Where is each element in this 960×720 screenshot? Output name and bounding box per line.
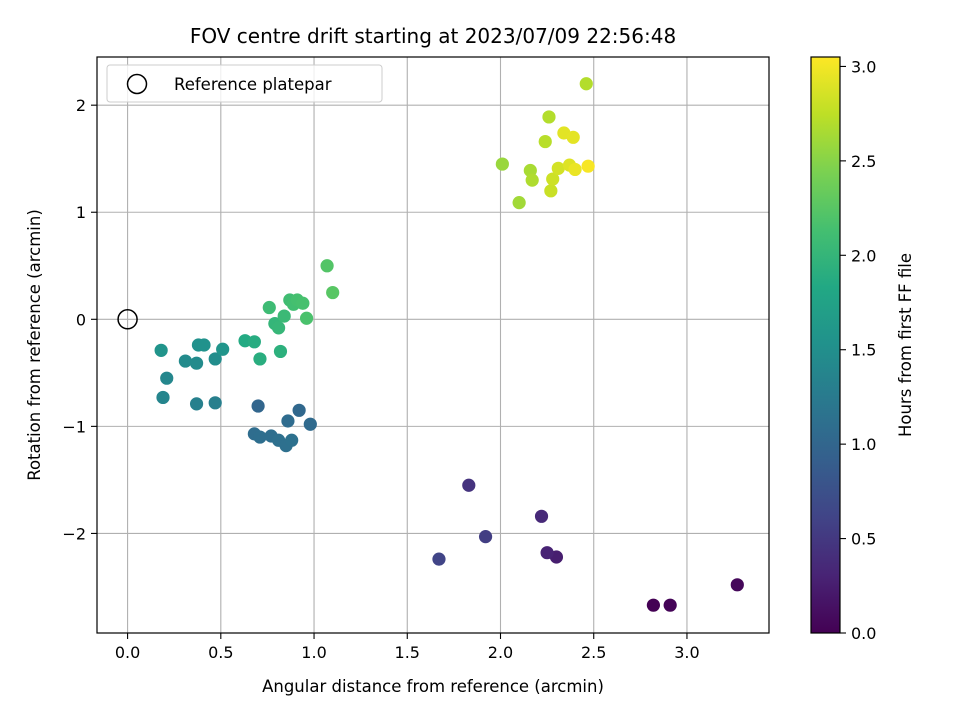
y-tick-label-2: 0 bbox=[76, 310, 86, 329]
colorbar-label: Hours from first FF file bbox=[896, 253, 915, 437]
data-point-25 bbox=[208, 352, 222, 366]
data-point-2 bbox=[730, 578, 744, 592]
data-point-58 bbox=[579, 77, 593, 91]
data-point-56 bbox=[566, 130, 580, 144]
data-point-52 bbox=[546, 172, 560, 186]
data-point-4 bbox=[540, 546, 554, 560]
data-point-59 bbox=[581, 159, 595, 173]
data-point-46 bbox=[512, 196, 526, 210]
data-point-35 bbox=[272, 321, 286, 335]
data-point-20 bbox=[189, 397, 204, 411]
colorbar-axis: 0.0 0.5 1.0 1.5 2.0 2.5 3.0 bbox=[840, 57, 876, 643]
data-point-57 bbox=[568, 162, 582, 177]
data-points bbox=[117, 77, 744, 612]
data-point-31 bbox=[247, 335, 261, 349]
y-tick-label-0: −2 bbox=[62, 524, 86, 543]
chart-title: FOV centre drift starting at 2023/07/09 … bbox=[190, 24, 676, 48]
data-point-24 bbox=[189, 356, 204, 370]
x-tick-label-5: 2.5 bbox=[581, 643, 606, 662]
data-point-12 bbox=[281, 414, 295, 428]
data-point-45 bbox=[495, 157, 509, 171]
data-point-36 bbox=[277, 309, 291, 323]
colorbar bbox=[811, 57, 840, 633]
data-point-53 bbox=[551, 161, 565, 175]
data-point-44 bbox=[326, 285, 340, 300]
data-point-28 bbox=[154, 343, 168, 357]
data-point-9 bbox=[251, 399, 265, 413]
data-point-11 bbox=[303, 417, 317, 431]
legend-box bbox=[106, 64, 383, 103]
data-point-50 bbox=[542, 110, 556, 124]
data-point-14 bbox=[253, 430, 267, 444]
data-point-32 bbox=[253, 352, 267, 366]
data-point-6 bbox=[462, 478, 476, 492]
y-tick-label-4: 2 bbox=[76, 96, 86, 115]
colorbar-tick-label-5: 2.5 bbox=[851, 152, 876, 171]
data-point-27 bbox=[197, 338, 211, 352]
data-point-23 bbox=[178, 354, 192, 368]
data-point-41 bbox=[296, 296, 310, 310]
data-point-18 bbox=[285, 433, 299, 447]
legend: Reference platepar bbox=[106, 64, 383, 103]
x-tick-label-0: 0.0 bbox=[115, 643, 140, 662]
x-tick-label-6: 3.0 bbox=[674, 643, 699, 662]
x-tick-label-2: 1.0 bbox=[301, 643, 326, 662]
data-point-5 bbox=[534, 509, 549, 523]
data-point-0 bbox=[646, 598, 660, 612]
colorbar-tick-label-0: 0.0 bbox=[851, 624, 876, 643]
legend-entry-reference: Reference platepar bbox=[174, 75, 332, 94]
data-point-22 bbox=[160, 371, 174, 385]
y-axis: −2 −1 0 1 2 bbox=[62, 96, 97, 543]
y-tick-label-3: 1 bbox=[76, 203, 86, 222]
data-point-1 bbox=[663, 598, 677, 612]
colorbar-frame bbox=[810, 56, 841, 634]
x-tick-label-1: 0.5 bbox=[208, 643, 233, 662]
data-point-49 bbox=[538, 134, 552, 149]
data-point-29 bbox=[216, 342, 230, 356]
colorbar-tick-label-3: 1.5 bbox=[851, 341, 876, 360]
data-point-21 bbox=[156, 390, 170, 405]
colorbar-tick-label-6: 3.0 bbox=[851, 57, 876, 76]
colorbar-tick-label-2: 1.0 bbox=[851, 435, 876, 454]
data-point-37 bbox=[262, 300, 276, 315]
data-point-33 bbox=[273, 344, 288, 359]
x-tick-label-4: 2.0 bbox=[488, 643, 513, 662]
data-point-48 bbox=[525, 173, 539, 187]
x-tick-label-3: 1.5 bbox=[395, 643, 420, 662]
colorbar-tick-label-1: 0.5 bbox=[851, 530, 876, 549]
colorbar-tick-label-4: 2.0 bbox=[851, 246, 876, 265]
reference-platepar-marker bbox=[117, 309, 138, 330]
data-point-7 bbox=[478, 530, 493, 544]
data-point-8 bbox=[432, 552, 446, 566]
x-axis: 0.0 0.5 1.0 1.5 2.0 2.5 3.0 bbox=[115, 633, 700, 662]
x-axis-label: Angular distance from reference (arcmin) bbox=[262, 677, 604, 696]
data-point-43 bbox=[320, 259, 334, 273]
data-point-42 bbox=[299, 311, 314, 325]
data-point-19 bbox=[208, 396, 222, 410]
y-axis-label: Rotation from reference (arcmin) bbox=[25, 209, 44, 481]
grid bbox=[97, 57, 769, 633]
plot-frame bbox=[96, 56, 770, 634]
legend-marker-reference bbox=[126, 73, 148, 95]
data-point-51 bbox=[544, 184, 558, 198]
data-point-10 bbox=[292, 403, 306, 417]
y-tick-label-1: −1 bbox=[62, 417, 86, 436]
